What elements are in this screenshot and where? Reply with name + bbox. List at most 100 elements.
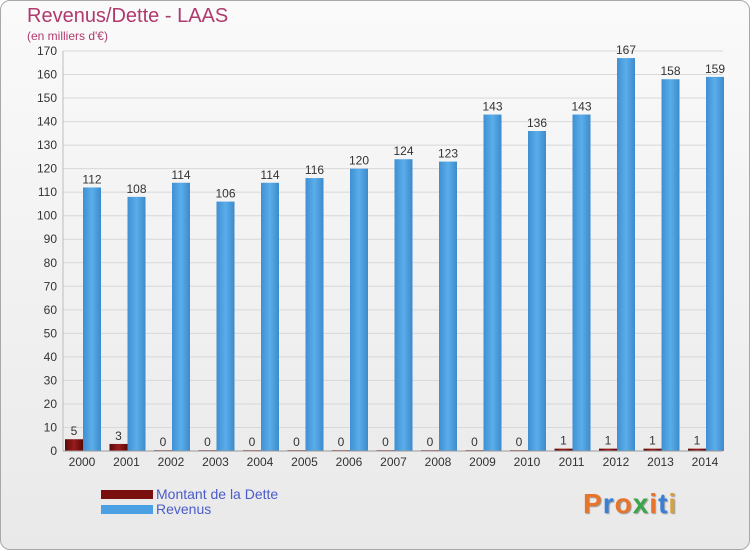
data-label-revenus: 120 <box>349 154 369 168</box>
data-label-revenus: 106 <box>215 187 235 201</box>
y-tick-label: 110 <box>38 185 57 199</box>
data-labels: 5 112 3 108 0 114 0 106 0 114 0 116 0 120 0 124 0 123 0 143… <box>71 43 726 449</box>
data-label-dette: 1 <box>694 434 701 448</box>
bar-revenus <box>127 196 146 451</box>
x-tick-label: 2001 <box>113 455 140 469</box>
bar-dette <box>643 448 662 451</box>
x-tick-label: 2014 <box>692 455 719 469</box>
x-axis: 2000 2001 2002 2003 2004 2005 2006 2007 2008 2009… <box>63 450 723 469</box>
bar-revenus <box>483 114 502 451</box>
bar-revenus <box>216 201 235 451</box>
bar-revenus <box>572 114 591 451</box>
x-tick-label: 2008 <box>425 455 452 469</box>
y-tick-label: 60 <box>44 303 58 317</box>
bars <box>65 58 724 451</box>
bar-revenus <box>617 58 635 451</box>
bar-dette <box>688 448 706 451</box>
x-tick-label: 2011 <box>559 455 585 469</box>
bar-revenus <box>172 182 190 451</box>
data-label-revenus: 159 <box>705 62 725 76</box>
data-label-revenus: 114 <box>171 168 190 182</box>
data-label-dette: 1 <box>649 434 656 448</box>
y-tick-label: 30 <box>44 373 58 387</box>
y-tick-label: 170 <box>37 44 57 58</box>
y-tick-label: 10 <box>44 420 58 434</box>
bar-revenus <box>528 131 546 451</box>
bar-dette <box>65 439 83 451</box>
bar-revenus <box>305 178 324 451</box>
legend-swatch-revenus <box>101 505 153 514</box>
data-label-revenus: 116 <box>305 163 324 177</box>
data-label-dette: 1 <box>560 434 567 448</box>
bar-dette <box>599 448 617 451</box>
x-tick-label: 2006 <box>336 455 363 469</box>
logo-letter: i <box>668 488 678 519</box>
y-tick-label: 120 <box>37 162 57 176</box>
data-label-revenus: 143 <box>571 100 591 114</box>
y-tick-label: 150 <box>37 91 57 105</box>
x-tick-label: 2000 <box>69 455 96 469</box>
y-tick-label: 160 <box>37 68 57 82</box>
data-label-revenus: 158 <box>660 64 680 78</box>
data-label-dette: 0 <box>427 435 434 449</box>
data-label-dette: 0 <box>249 435 256 449</box>
data-label-dette: 3 <box>115 429 122 443</box>
x-tick-label: 2003 <box>202 455 229 469</box>
data-label-revenus: 136 <box>527 116 547 130</box>
bar-dette <box>109 443 128 451</box>
data-label-dette: 0 <box>160 435 167 449</box>
data-label-dette: 0 <box>382 435 389 449</box>
data-label-dette: 5 <box>71 424 78 438</box>
y-tick-label: 40 <box>44 350 58 364</box>
y-tick-label: 50 <box>44 326 58 340</box>
y-tick-label: 90 <box>44 232 58 246</box>
y-axis: 0 10 20 30 40 50 60 70 80 90 100 110 120 130 140 150 160… <box>37 44 64 458</box>
y-tick-label: 0 <box>50 444 57 458</box>
logo-letter: x <box>632 488 650 519</box>
logo-letter: t <box>658 488 669 519</box>
data-label-revenus: 124 <box>393 144 413 158</box>
bar-revenus <box>439 161 457 451</box>
bar-revenus <box>661 79 680 451</box>
y-tick-label: 80 <box>44 256 58 270</box>
bar-revenus <box>261 182 279 451</box>
x-tick-label: 2010 <box>514 455 541 469</box>
y-tick-label: 140 <box>37 115 57 129</box>
data-label-revenus: 167 <box>616 43 636 57</box>
logo-letter: i <box>649 488 659 519</box>
chart-title: Revenus/Dette - LAAS <box>27 5 229 27</box>
x-tick-label: 2007 <box>380 455 407 469</box>
data-label-revenus: 114 <box>260 168 279 182</box>
data-label-revenus: 112 <box>82 172 101 186</box>
data-label-dette: 0 <box>471 435 478 449</box>
legend-swatch-dette <box>101 490 153 499</box>
chart-subtitle: (en milliers d'€) <box>27 29 108 43</box>
logo-letter: r <box>602 488 615 519</box>
data-label-dette: 0 <box>204 435 211 449</box>
x-tick-label: 2013 <box>647 455 674 469</box>
bar-dette <box>554 448 573 451</box>
logo-letter: o <box>614 488 633 519</box>
bar-revenus <box>394 159 413 451</box>
y-tick-label: 20 <box>44 397 58 411</box>
legend-label-dette: Montant de la Dette <box>156 486 279 502</box>
data-label-revenus: 123 <box>438 147 458 161</box>
y-tick-label: 70 <box>44 279 58 293</box>
y-tick-label: 100 <box>37 209 57 223</box>
x-tick-label: 2009 <box>469 455 496 469</box>
x-tick-label: 2005 <box>291 455 318 469</box>
data-label-dette: 0 <box>516 435 523 449</box>
data-label-revenus: 108 <box>126 182 146 196</box>
bar-revenus <box>350 168 368 451</box>
y-tick-label: 130 <box>37 138 57 152</box>
logo-letter: P <box>583 488 603 519</box>
data-label-dette: 0 <box>293 435 300 449</box>
bar-revenus <box>706 76 724 451</box>
x-tick-label: 2012 <box>603 455 630 469</box>
bar-revenus <box>83 187 101 451</box>
x-tick-label: 2004 <box>247 455 274 469</box>
proxiti-logo: Proxiti <box>583 488 677 520</box>
x-tick-label: 2002 <box>158 455 185 469</box>
